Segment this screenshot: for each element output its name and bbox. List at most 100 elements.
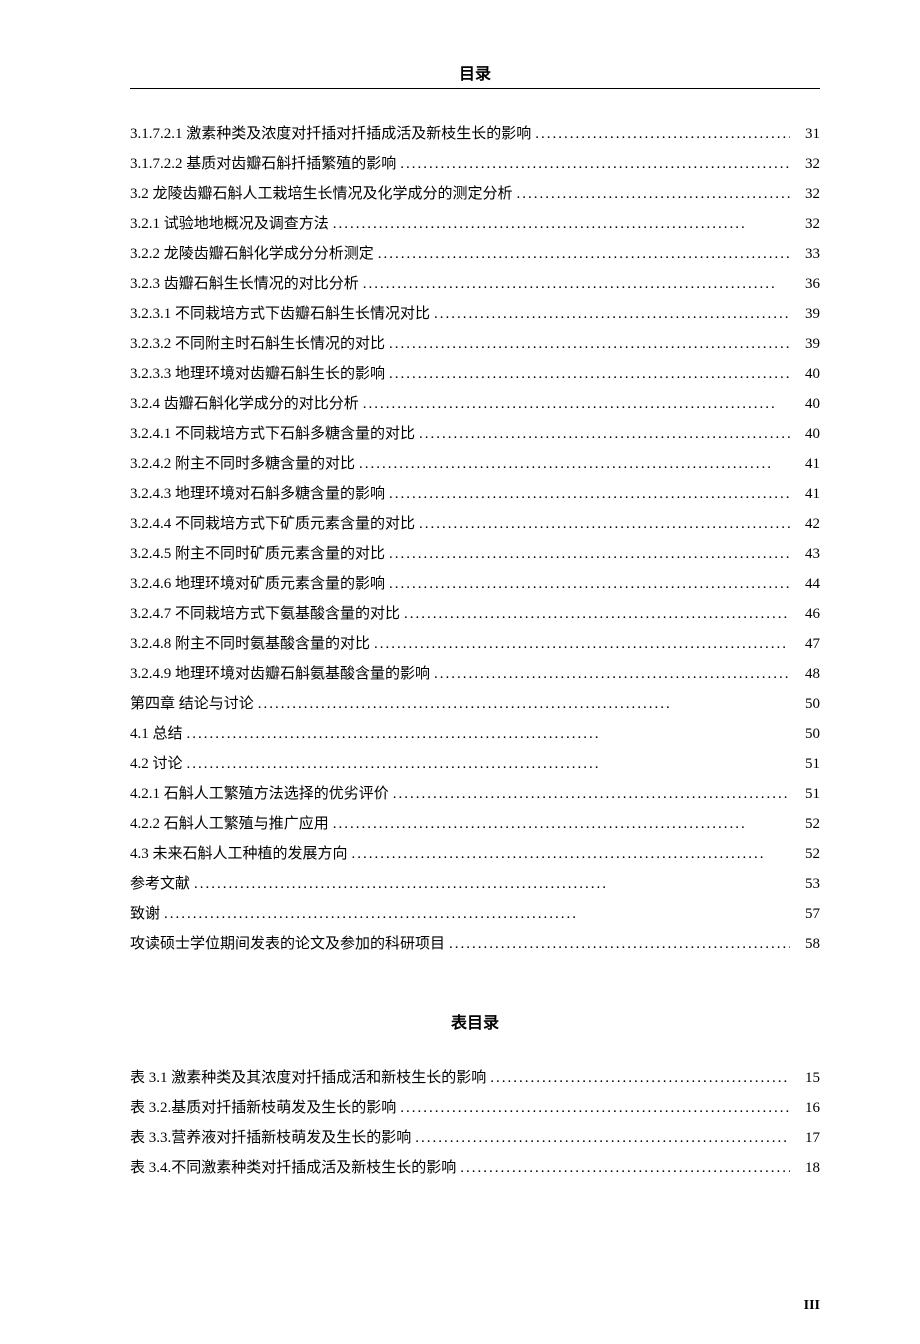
leader-dots: ........................................… bbox=[329, 209, 790, 239]
leader-dots: ........................................… bbox=[513, 179, 790, 209]
toc-page: 32 bbox=[790, 209, 820, 239]
leader-dots: ........................................… bbox=[183, 749, 790, 779]
toc-entry: 4.2.2 石斛人工繁殖与推广应用.......................… bbox=[130, 809, 820, 839]
toc-page: 51 bbox=[790, 779, 820, 809]
toc-label: 4.2.1 石斛人工繁殖方法选择的优劣评价 bbox=[130, 779, 389, 809]
leader-dots: ........................................… bbox=[190, 869, 790, 899]
toc-label: 3.2.4.5 附主不同时矿质元素含量的对比 bbox=[130, 539, 385, 569]
toc-entry: 3.2.3 齿瓣石斛生长情况的对比分析.....................… bbox=[130, 269, 820, 299]
toc-label: 3.2.1 试验地地概况及调查方法 bbox=[130, 209, 329, 239]
table-list-label: 表 3.1 激素种类及其浓度对扦插成活和新枝生长的影响 bbox=[130, 1063, 486, 1093]
toc-entry: 3.2.4.4 不同栽培方式下矿质元素含量的对比................… bbox=[130, 509, 820, 539]
leader-dots: ........................................… bbox=[254, 689, 790, 719]
toc-label: 3.2.3.1 不同栽培方式下齿瓣石斛生长情况对比 bbox=[130, 299, 430, 329]
toc-entry: 4.2.1 石斛人工繁殖方法选择的优劣评价...................… bbox=[130, 779, 820, 809]
leader-dots: ........................................… bbox=[430, 299, 790, 329]
toc-label: 4.2 讨论 bbox=[130, 749, 183, 779]
leader-dots: ........................................… bbox=[389, 779, 790, 809]
table-list-header: 表目录 bbox=[130, 1009, 820, 1033]
toc-label: 第四章 结论与讨论 bbox=[130, 689, 254, 719]
leader-dots: ........................................… bbox=[385, 539, 790, 569]
toc-label: 攻读硕士学位期间发表的论文及参加的科研项目 bbox=[130, 929, 445, 959]
toc-entry: 3.2 龙陵齿瓣石斛人工栽培生长情况及化学成分的测定分析............… bbox=[130, 179, 820, 209]
toc-page: 31 bbox=[790, 119, 820, 149]
toc-entry: 3.2.4 齿瓣石斛化学成分的对比分析.....................… bbox=[130, 389, 820, 419]
toc-entry: 4.3 未来石斛人工种植的发展方向.......................… bbox=[130, 839, 820, 869]
toc-label: 3.2.4.8 附主不同时氨基酸含量的对比 bbox=[130, 629, 370, 659]
toc-entry: 3.2.3.1 不同栽培方式下齿瓣石斛生长情况对比...............… bbox=[130, 299, 820, 329]
toc-label: 3.2.4.3 地理环境对石斛多糖含量的影响 bbox=[130, 479, 385, 509]
table-list-page: 17 bbox=[790, 1123, 820, 1153]
leader-dots: ........................................… bbox=[415, 509, 790, 539]
table-list-entry: 表 3.1 激素种类及其浓度对扦插成活和新枝生长的影响.............… bbox=[130, 1063, 820, 1093]
toc-entry: 攻读硕士学位期间发表的论文及参加的科研项目...................… bbox=[130, 929, 820, 959]
table-list-label: 表 3.3.营养液对扦插新枝萌发及生长的影响 bbox=[130, 1123, 411, 1153]
toc-entry: 3.2.4.2 附主不同时多糖含量的对比....................… bbox=[130, 449, 820, 479]
toc-label: 3.2.4.1 不同栽培方式下石斛多糖含量的对比 bbox=[130, 419, 415, 449]
toc-page: 58 bbox=[790, 929, 820, 959]
toc-entry: 3.2.4.9 地理环境对齿瓣石斛氨基酸含量的影响...............… bbox=[130, 659, 820, 689]
toc-label: 3.2.3 齿瓣石斛生长情况的对比分析 bbox=[130, 269, 359, 299]
toc-entry: 3.2.4.8 附主不同时氨基酸含量的对比...................… bbox=[130, 629, 820, 659]
leader-dots: ........................................… bbox=[531, 119, 790, 149]
toc-page: 40 bbox=[790, 389, 820, 419]
toc-entry: 3.1.7.2.2 基质对齿瓣石斛扦插繁殖的影响................… bbox=[130, 149, 820, 179]
toc-page: 51 bbox=[790, 749, 820, 779]
toc-entry: 3.1.7.2.1 激素种类及浓度对扦插对扦插成活及新枝生长的影响.......… bbox=[130, 119, 820, 149]
toc-entry: 3.2.4.1 不同栽培方式下石斛多糖含量的对比................… bbox=[130, 419, 820, 449]
toc-page: 41 bbox=[790, 449, 820, 479]
toc-entry: 3.2.4.6 地理环境对矿质元素含量的影响..................… bbox=[130, 569, 820, 599]
table-list-entry: 表 3.4.不同激素种类对扦插成活及新枝生长的影响...............… bbox=[130, 1153, 820, 1183]
leader-dots: ........................................… bbox=[456, 1153, 790, 1183]
toc-page: 32 bbox=[790, 179, 820, 209]
page-number: III bbox=[804, 1298, 820, 1314]
leader-dots: ........................................… bbox=[359, 269, 790, 299]
toc-page: 40 bbox=[790, 359, 820, 389]
toc-page: 40 bbox=[790, 419, 820, 449]
toc-label: 参考文献 bbox=[130, 869, 190, 899]
toc-label: 3.2.2 龙陵齿瓣石斛化学成分分析测定 bbox=[130, 239, 374, 269]
table-list-label: 表 3.2.基质对扦插新枝萌发及生长的影响 bbox=[130, 1093, 396, 1123]
toc-page: 41 bbox=[790, 479, 820, 509]
leader-dots: ........................................… bbox=[385, 569, 790, 599]
toc-page: 53 bbox=[790, 869, 820, 899]
leader-dots: ........................................… bbox=[396, 1093, 790, 1123]
toc-label: 3.1.7.2.2 基质对齿瓣石斛扦插繁殖的影响 bbox=[130, 149, 396, 179]
leader-dots: ........................................… bbox=[445, 929, 790, 959]
toc-label: 3.2.3.3 地理环境对齿瓣石斛生长的影响 bbox=[130, 359, 385, 389]
toc-entry: 参考文献....................................… bbox=[130, 869, 820, 899]
toc-entry: 3.2.1 试验地地概况及调查方法.......................… bbox=[130, 209, 820, 239]
toc-entry: 3.2.4.3 地理环境对石斛多糖含量的影响..................… bbox=[130, 479, 820, 509]
toc-label: 3.2 龙陵齿瓣石斛人工栽培生长情况及化学成分的测定分析 bbox=[130, 179, 513, 209]
leader-dots: ........................................… bbox=[355, 449, 790, 479]
toc-entry: 3.2.3.2 不同附主时石斛生长情况的对比..................… bbox=[130, 329, 820, 359]
toc-label: 3.2.4.2 附主不同时多糖含量的对比 bbox=[130, 449, 355, 479]
toc-page: 47 bbox=[790, 629, 820, 659]
table-list-label: 表 3.4.不同激素种类对扦插成活及新枝生长的影响 bbox=[130, 1153, 456, 1183]
toc-label: 3.2.4.7 不同栽培方式下氨基酸含量的对比 bbox=[130, 599, 400, 629]
toc-page: 46 bbox=[790, 599, 820, 629]
toc-entry: 第四章 结论与讨论...............................… bbox=[130, 689, 820, 719]
toc-label: 致谢 bbox=[130, 899, 160, 929]
toc-label: 4.2.2 石斛人工繁殖与推广应用 bbox=[130, 809, 329, 839]
table-list-page: 16 bbox=[790, 1093, 820, 1123]
toc-page: 32 bbox=[790, 149, 820, 179]
leader-dots: ........................................… bbox=[385, 329, 790, 359]
toc-page: 44 bbox=[790, 569, 820, 599]
toc-page: 50 bbox=[790, 689, 820, 719]
toc-page: 42 bbox=[790, 509, 820, 539]
leader-dots: ........................................… bbox=[400, 599, 790, 629]
leader-dots: ........................................… bbox=[370, 629, 790, 659]
table-list-entry: 表 3.2.基质对扦插新枝萌发及生长的影响...................… bbox=[130, 1093, 820, 1123]
leader-dots: ........................................… bbox=[183, 719, 790, 749]
toc-section: 3.1.7.2.1 激素种类及浓度对扦插对扦插成活及新枝生长的影响.......… bbox=[130, 119, 820, 959]
toc-entry: 3.2.3.3 地理环境对齿瓣石斛生长的影响..................… bbox=[130, 359, 820, 389]
toc-page: 52 bbox=[790, 839, 820, 869]
toc-page: 52 bbox=[790, 809, 820, 839]
toc-entry: 3.2.4.5 附主不同时矿质元素含量的对比..................… bbox=[130, 539, 820, 569]
toc-label: 3.2.4.4 不同栽培方式下矿质元素含量的对比 bbox=[130, 509, 415, 539]
leader-dots: ........................................… bbox=[359, 389, 790, 419]
leader-dots: ........................................… bbox=[385, 359, 790, 389]
leader-dots: ........................................… bbox=[415, 419, 790, 449]
page-header: 目录 bbox=[130, 60, 820, 89]
